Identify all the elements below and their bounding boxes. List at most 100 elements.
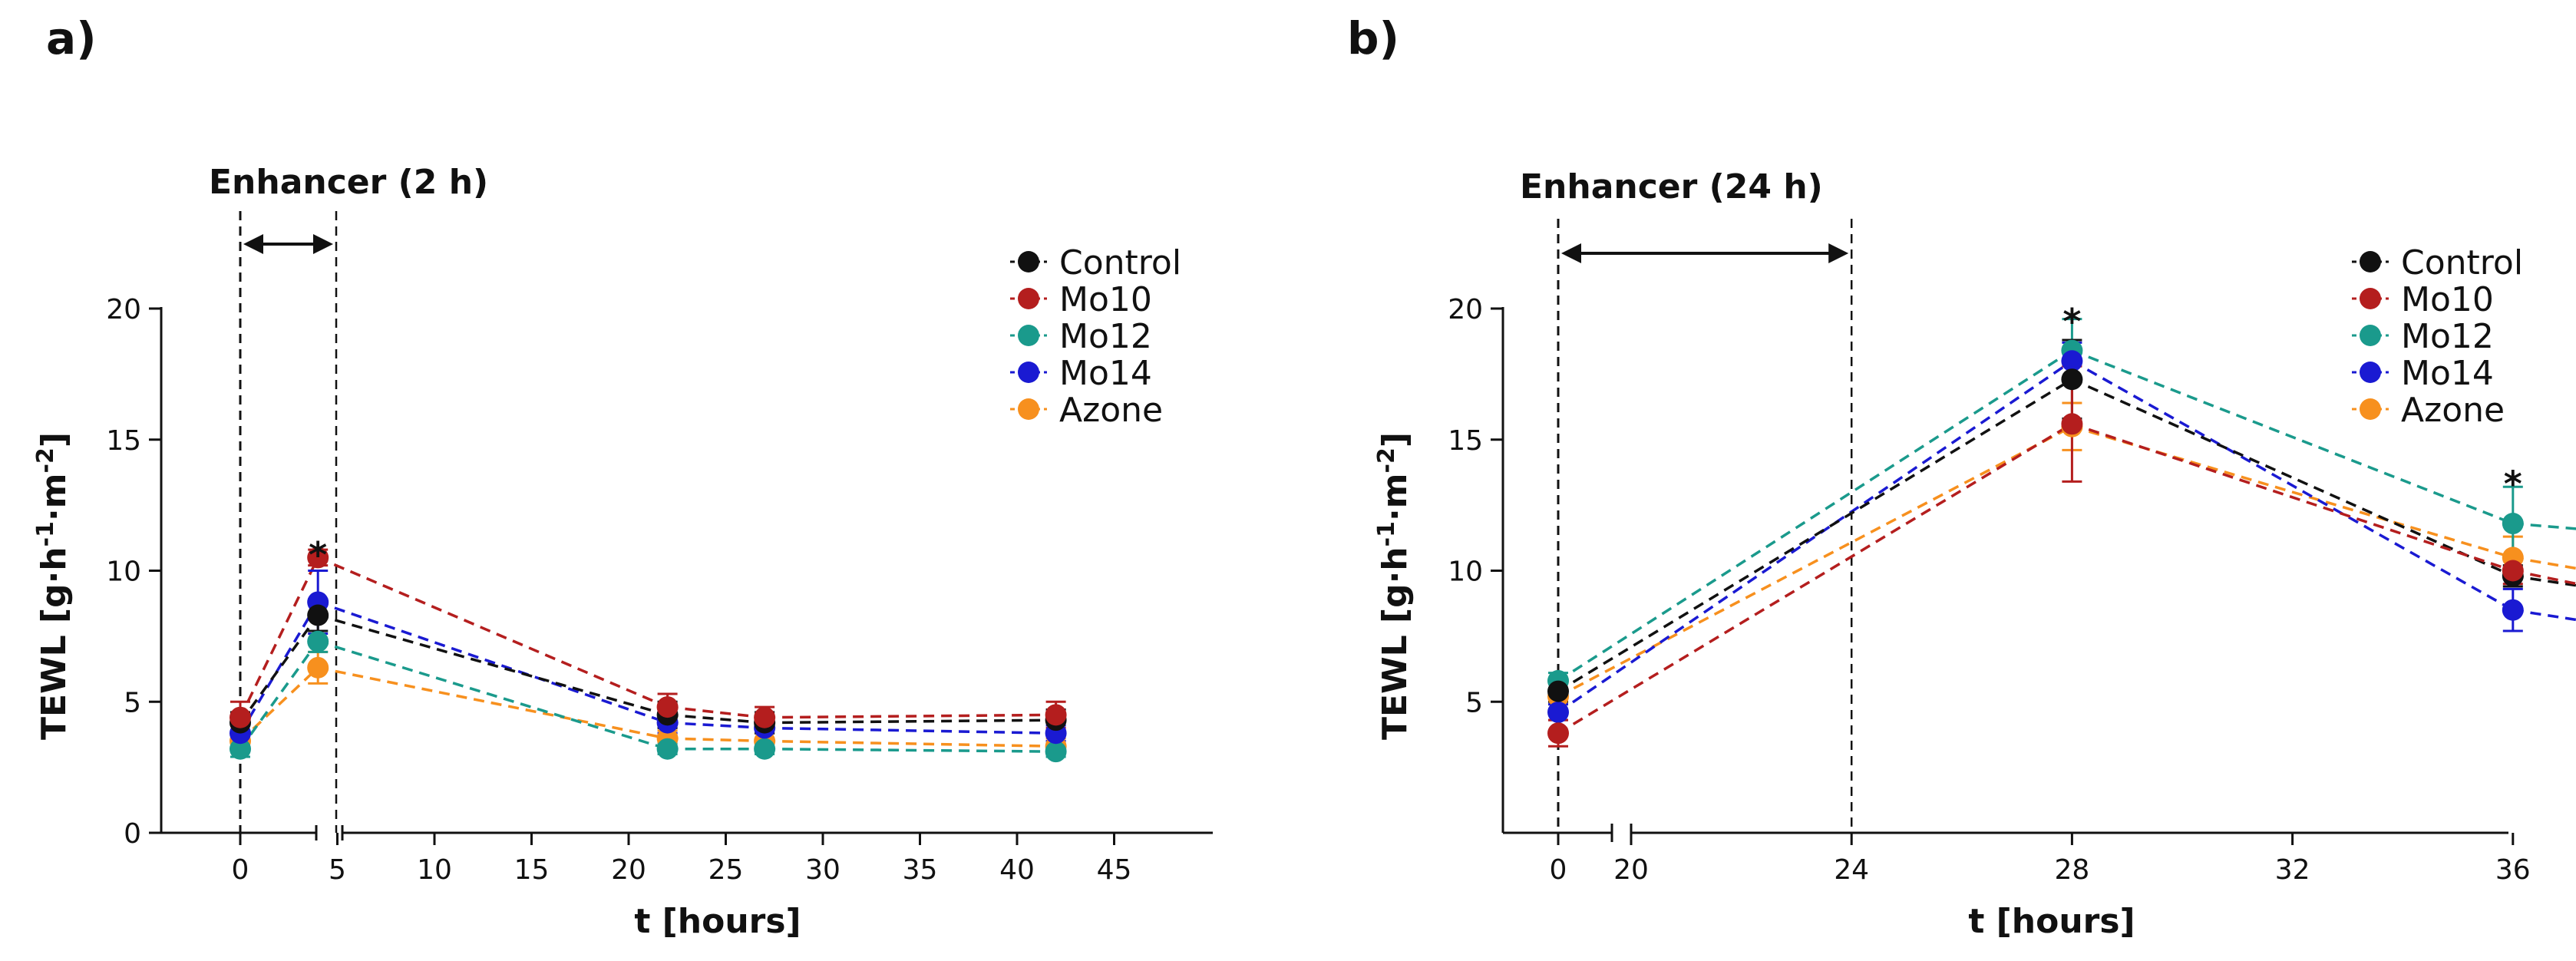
legend-label-mo12: Mo12: [2401, 317, 2494, 356]
enhancer-arrow-head-right: [1828, 243, 1849, 263]
x-tick-label: 30: [805, 854, 841, 886]
series-line-mo12: [239, 640, 319, 750]
y-axis-title: TEWL [g·h-1·m-2]: [32, 432, 74, 740]
y-axis-title-part: ·m: [35, 473, 74, 521]
legend-label-mo10: Mo10: [2401, 280, 2494, 319]
series-line-control: [317, 613, 669, 717]
legend-label-control: Control: [2401, 243, 2523, 282]
x-tick-label: 40: [999, 854, 1035, 886]
data-point-mo10: [230, 706, 251, 728]
legend-label-mo14: Mo14: [2401, 354, 2494, 393]
y-axis-title-part: ]: [35, 432, 74, 447]
y-tick-label: 15: [106, 425, 141, 457]
y-axis-title-superscript: -2: [1373, 447, 1400, 473]
y-axis-title-superscript: -1: [1373, 521, 1400, 547]
y-axis-title-part: TEWL [g·h: [35, 547, 74, 740]
x-tick-label: 20: [1613, 854, 1649, 886]
series-line-azone: [2071, 424, 2514, 560]
series-line-mo12: [1557, 349, 2073, 682]
series-line-mo12: [765, 747, 1056, 753]
y-tick-label: 10: [1448, 556, 1483, 588]
panel-b: b)Enhancer (24 h)51015200202428323640444…: [1347, 12, 2576, 941]
series-line-mo10: [239, 556, 319, 718]
x-tick-label: 25: [708, 854, 744, 886]
x-tick-label: 20: [611, 854, 646, 886]
data-point-control: [307, 604, 329, 626]
data-point-mo14: [2061, 350, 2083, 372]
legend-label-mo14: Mo14: [1059, 354, 1152, 393]
data-point-mo10: [1045, 704, 1067, 726]
series-line-control: [667, 713, 765, 725]
y-axis-title-superscript: -1: [32, 521, 59, 547]
x-tick-label: 32: [2275, 854, 2310, 886]
data-point-mo12: [754, 738, 776, 760]
data-point-mo12: [656, 738, 679, 760]
series-line-control: [2512, 574, 2576, 587]
data-point-mo12: [1045, 741, 1067, 763]
series-line-azone: [317, 666, 668, 740]
legend-label-azone: Azone: [1059, 391, 1163, 430]
data-point-mo12: [307, 630, 329, 652]
data-point-mo10: [1547, 722, 1569, 745]
series-line-mo14: [765, 726, 1056, 735]
data-point-mo10: [2061, 413, 2083, 435]
enhancer-label: Enhancer (2 h): [209, 163, 488, 202]
x-tick-label: 10: [417, 854, 452, 886]
series-line-control: [2071, 378, 2514, 577]
series-line-mo14: [317, 600, 669, 725]
x-tick-label: 0: [1550, 854, 1567, 886]
series-line-mo14: [2512, 608, 2576, 622]
series-line-control: [239, 614, 319, 724]
panel-a-label: a): [46, 12, 97, 64]
data-point-mo10: [656, 696, 679, 718]
x-tick-label: 0: [232, 854, 249, 886]
enhancer-arrow-head-left: [1561, 243, 1581, 263]
x-axis-title: t [hours]: [1968, 902, 2135, 941]
y-tick-label: 15: [1448, 425, 1483, 457]
x-tick-label: 28: [2054, 854, 2089, 886]
series-line-mo12: [2071, 349, 2514, 525]
y-tick-label: 0: [124, 818, 141, 850]
y-axis-title: TEWL [g·h-1·m-2]: [1373, 432, 1415, 740]
enhancer-arrow-head-left: [243, 234, 263, 254]
x-tick-label: 45: [1097, 854, 1132, 886]
series-line-mo14: [2071, 359, 2514, 612]
y-tick-label: 5: [124, 687, 141, 718]
x-tick-label: 5: [329, 854, 346, 886]
enhancer-arrow-head-right: [313, 234, 333, 254]
x-tick-label: 24: [1834, 854, 1869, 886]
series-line-azone: [765, 739, 1056, 748]
data-point-mo14: [2502, 599, 2524, 621]
series-line-mo10: [2512, 569, 2576, 586]
data-point-control: [1547, 680, 1569, 702]
data-point-mo10: [307, 547, 329, 569]
data-point-mo12: [230, 738, 251, 760]
series-line-mo14: [239, 601, 319, 735]
series-line-mo10: [2071, 422, 2514, 573]
panel-a: a) Enhancer (2 h) 0 5 10 15 20 0 5 10 15 20 25 30 35 40…: [32, 12, 1213, 941]
significance-star: *: [2504, 464, 2522, 505]
enhancer-label: Enhancer (24 h): [1520, 167, 1823, 206]
x-tick-label: 36: [2495, 854, 2531, 886]
data-point-mo14: [1547, 701, 1569, 723]
panel-b-label: b): [1347, 12, 1399, 64]
y-axis-title-superscript: -2: [32, 447, 59, 473]
y-tick-label: 10: [106, 556, 141, 588]
series-line-mo14: [1557, 359, 2073, 714]
legend-label-control: Control: [1059, 243, 1181, 282]
series-line-mo10: [765, 713, 1056, 719]
legend-label-mo12: Mo12: [1059, 317, 1152, 356]
x-tick-label: 35: [903, 854, 938, 886]
y-axis-title-part: ]: [1376, 432, 1415, 447]
series-line-mo14: [667, 721, 765, 730]
series-line-control: [765, 718, 1056, 725]
significance-star: *: [309, 534, 327, 576]
data-point-mo10: [754, 706, 776, 728]
y-axis-title-part: ·m: [1376, 473, 1415, 521]
series-line-mo10: [1557, 422, 2073, 735]
x-tick-label: 15: [514, 854, 550, 886]
series-line-control: [1557, 378, 2073, 693]
data-point-mo10: [2502, 560, 2524, 582]
legend-label-mo10: Mo10: [1059, 280, 1152, 319]
y-tick-label: 20: [1448, 294, 1483, 325]
